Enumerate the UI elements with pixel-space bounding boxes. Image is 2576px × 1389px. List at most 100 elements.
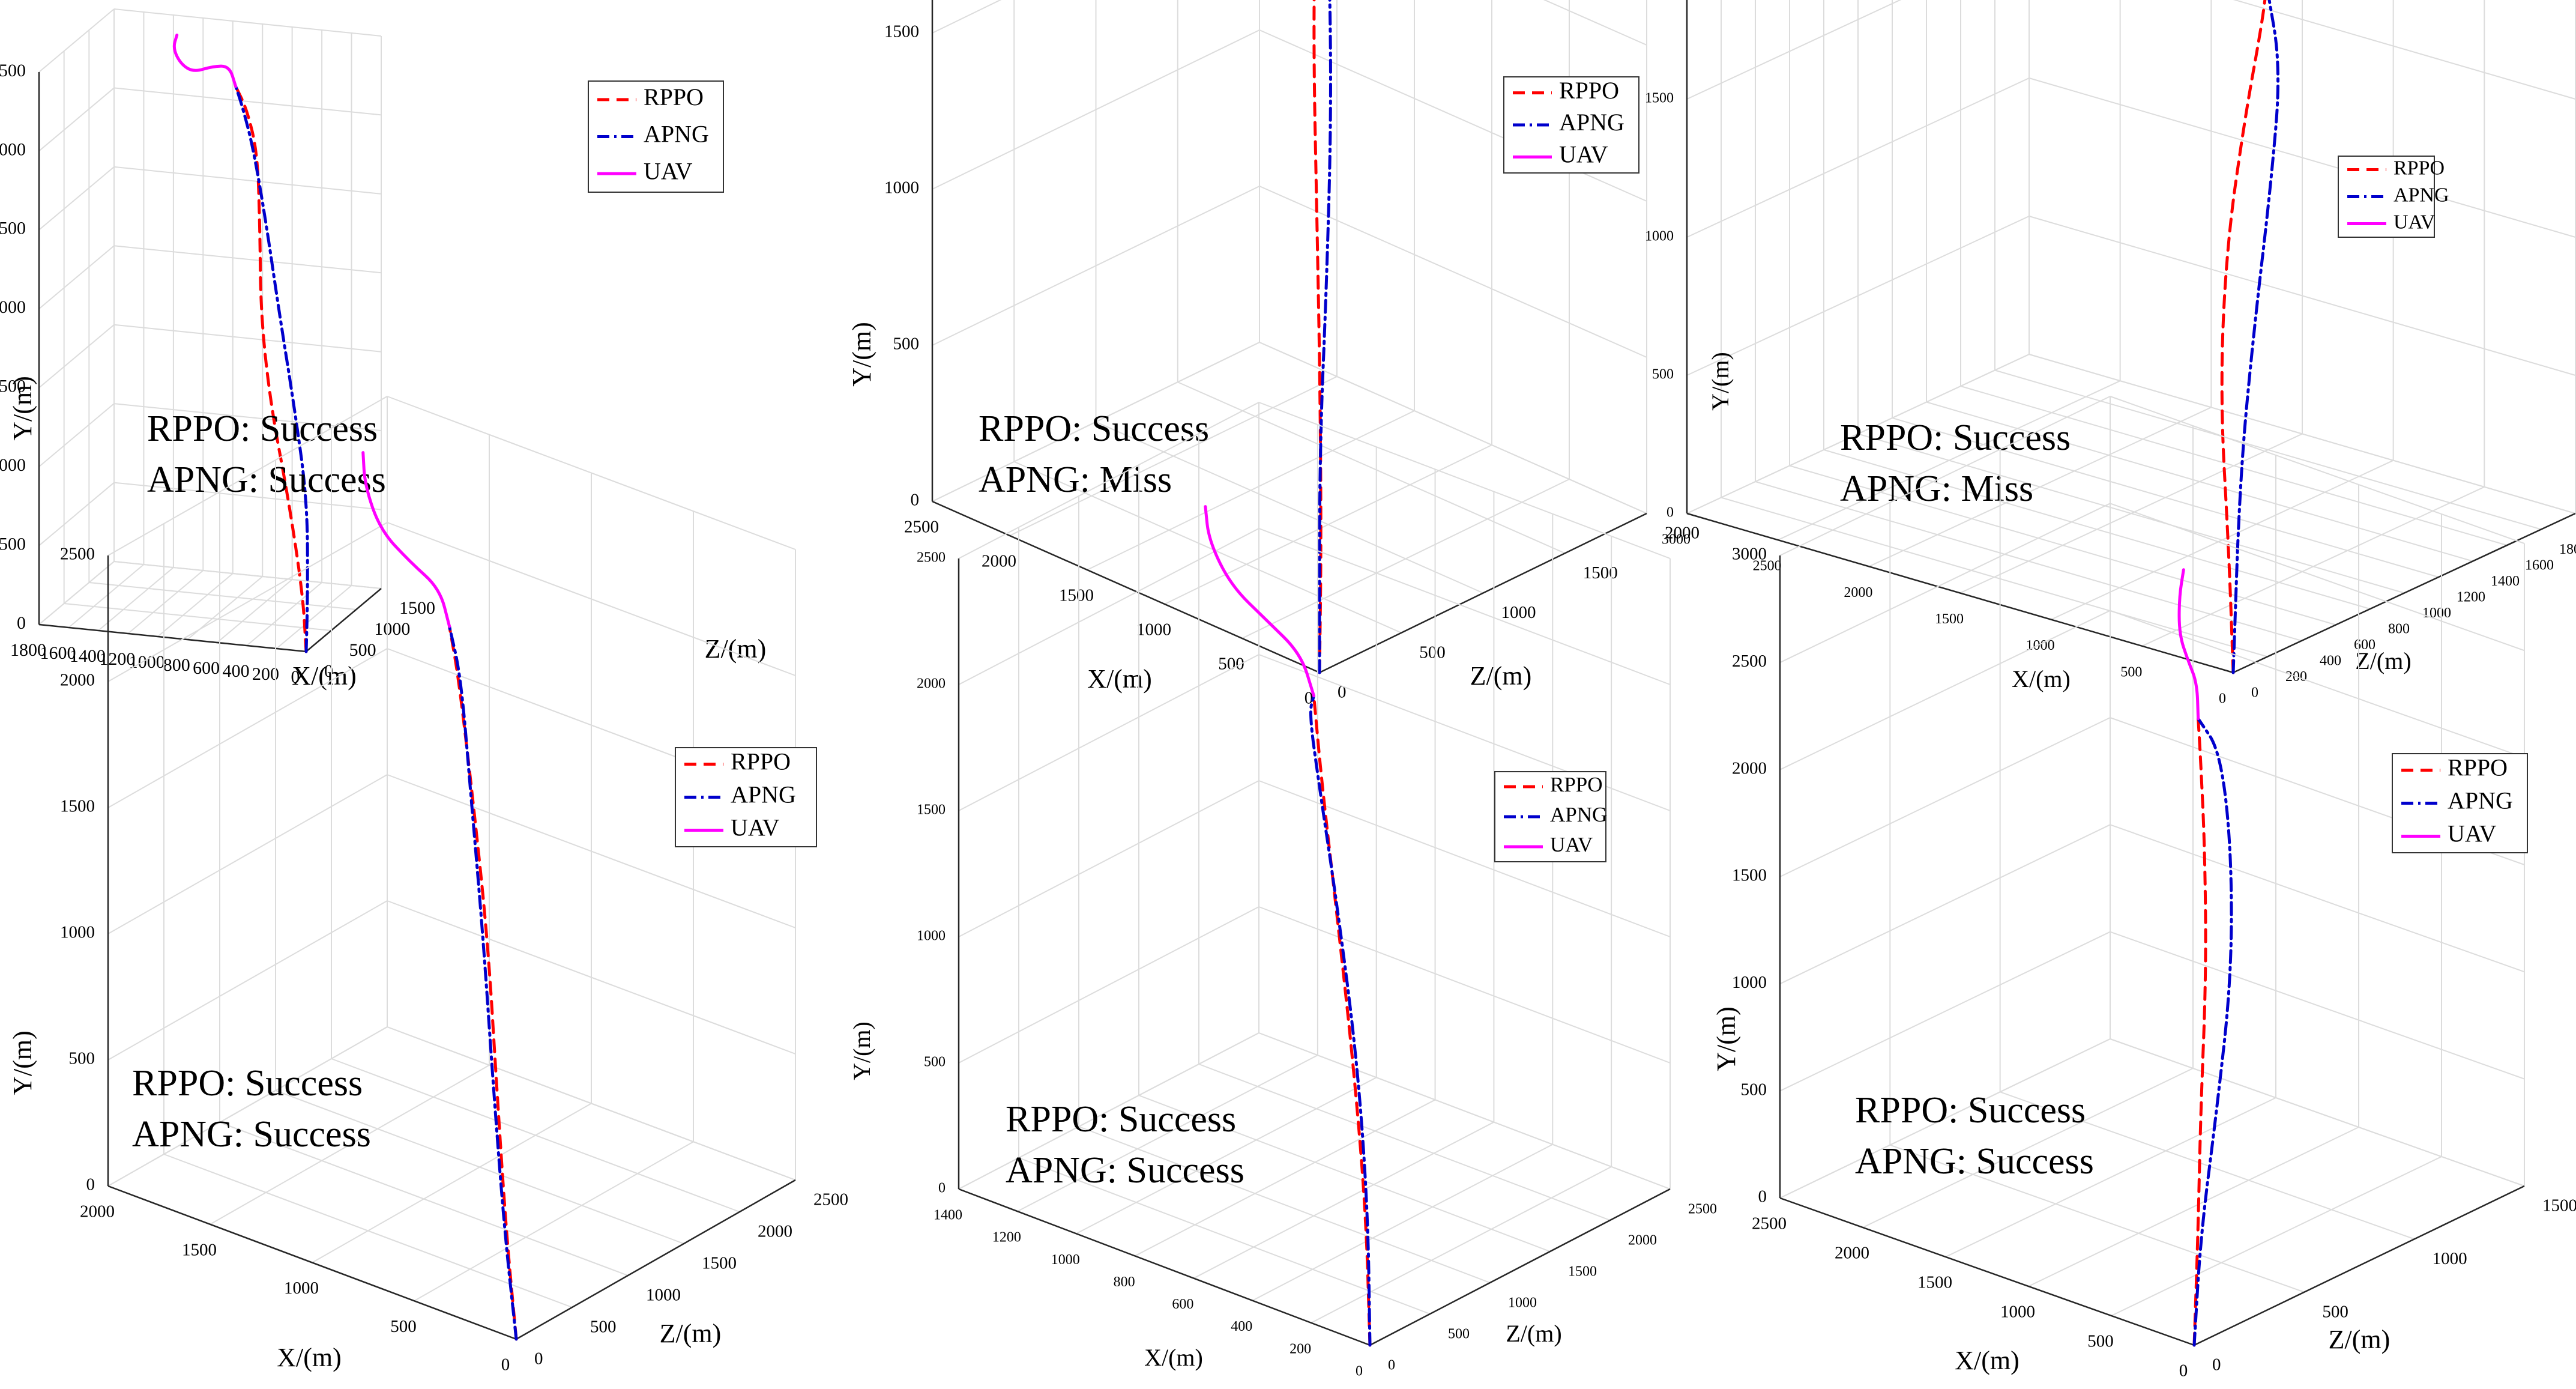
z-tick-label: 1500 bbox=[1568, 1264, 1597, 1280]
grid-line bbox=[932, 29, 1260, 190]
legend-label: UAV bbox=[1550, 833, 1593, 856]
series-apng-line bbox=[2192, 717, 2233, 1347]
legend-box bbox=[1503, 76, 1639, 174]
grid-line bbox=[1311, 1166, 1612, 1324]
z-tick-label: 1500 bbox=[2542, 1196, 2576, 1215]
grid-line bbox=[107, 900, 388, 1061]
chart-panel-bottom-left: 0500100015002000050010001500200025000500… bbox=[8, 396, 848, 1375]
chart-panel-bottom-middle: 0 200 400 600 800 1000 1200 1400 0 500 1000 1500 200… bbox=[848, 402, 1717, 1379]
x-tick-label: 0 bbox=[291, 667, 300, 687]
z-axis-line bbox=[2194, 1185, 2525, 1346]
x-tick-label: 1500 bbox=[1917, 1273, 1952, 1292]
grid-line bbox=[1013, 461, 1402, 634]
grid-line bbox=[1138, 1095, 1551, 1252]
grid-line bbox=[1779, 503, 2111, 664]
x-tick-label: 500 bbox=[2120, 664, 2142, 680]
y-tick-label: 2000 bbox=[1732, 758, 1767, 778]
legend-label: RPPO bbox=[644, 83, 704, 110]
grid-line bbox=[387, 522, 796, 676]
grid-line bbox=[1177, 381, 1566, 554]
z-tick-label: 2500 bbox=[1688, 1202, 1717, 1217]
y-tick-label: 500 bbox=[1741, 1080, 1767, 1099]
x-tick-label: 1500 bbox=[182, 1240, 217, 1259]
chart-panel-top-right: 0500100015002000250030000200400600800100… bbox=[1645, 0, 2576, 707]
grid-line bbox=[163, 1154, 573, 1308]
series-uav-line bbox=[172, 33, 238, 88]
grid-line bbox=[387, 900, 796, 1055]
x-tick-label: 1000 bbox=[2000, 1303, 2035, 1322]
x-tick-label: 800 bbox=[1114, 1274, 1135, 1290]
z-tick-label: 1400 bbox=[2491, 573, 2520, 589]
legend-label: UAV bbox=[2448, 820, 2497, 847]
result-annotation: APNG: Miss bbox=[979, 459, 1172, 500]
z-tick-label: 500 bbox=[2322, 1302, 2348, 1321]
y-axis-label: Y/(m) bbox=[1712, 1006, 1741, 1071]
y-axis-label: Y/(m) bbox=[848, 1021, 875, 1080]
series-rppo-line bbox=[1312, 694, 1372, 1347]
y-tick-label: 1500 bbox=[917, 802, 946, 818]
y-axis-label: Y/(m) bbox=[8, 376, 37, 441]
x-tick-label: 0 bbox=[2179, 1361, 2188, 1381]
x-tick-label: 400 bbox=[1231, 1319, 1252, 1334]
series-rppo-line bbox=[2192, 717, 2207, 1347]
grid-line bbox=[1258, 1032, 1671, 1190]
grid bbox=[38, 8, 382, 652]
series-rppo-line bbox=[2220, 0, 2267, 674]
x-tick-label: 500 bbox=[390, 1317, 417, 1336]
grid-line bbox=[1755, 481, 2302, 641]
grid-line bbox=[38, 245, 115, 310]
grid-line bbox=[113, 166, 382, 195]
result-annotation: RPPO: Success bbox=[147, 408, 378, 449]
series-apng-line bbox=[448, 625, 518, 1341]
grid-line bbox=[1686, 0, 1902, 100]
y-tick-label: 0 bbox=[911, 491, 920, 510]
grid-line bbox=[2110, 610, 2525, 758]
grid-line bbox=[219, 1122, 629, 1276]
y-tick-label: 1500 bbox=[60, 797, 95, 816]
y-tick-label: 3000 bbox=[1732, 545, 1767, 564]
grid-line bbox=[932, 186, 1260, 346]
z-tick-label: 1000 bbox=[374, 619, 410, 639]
x-tick-label: 0 bbox=[2219, 691, 2226, 707]
grid-line bbox=[107, 774, 388, 934]
grid-line bbox=[38, 166, 115, 231]
z-tick-label: 1200 bbox=[2457, 590, 2485, 605]
y-tick-label: 3000 bbox=[0, 139, 26, 159]
grid-line bbox=[1135, 1099, 1436, 1257]
grid-line bbox=[113, 482, 382, 510]
grid-line bbox=[68, 564, 145, 628]
x-tick-label: 2500 bbox=[904, 518, 939, 537]
grid-line bbox=[1018, 1157, 1431, 1315]
grid-line bbox=[1686, 216, 2030, 376]
z-tick-label: 1500 bbox=[1583, 563, 1618, 583]
grid-line bbox=[2110, 824, 2525, 973]
z-axis-label: Z/(m) bbox=[705, 634, 767, 664]
x-axis-line bbox=[958, 1188, 1371, 1346]
grid-line bbox=[38, 561, 115, 625]
z-axis-label: Z/(m) bbox=[2329, 1325, 2390, 1354]
grid-line bbox=[2110, 1038, 2525, 1187]
y-tick-label: 0 bbox=[17, 613, 26, 633]
z-axis-line bbox=[516, 1179, 796, 1340]
y-tick-label: 2000 bbox=[60, 671, 95, 690]
grid-line bbox=[38, 324, 115, 389]
y-tick-label: 500 bbox=[893, 334, 920, 354]
grid-line bbox=[1926, 401, 2473, 562]
grid-line bbox=[958, 654, 1259, 811]
x-tick-label: 1000 bbox=[1136, 620, 1171, 640]
z-axis-label: Z/(m) bbox=[2355, 647, 2411, 674]
z-tick-label: 1000 bbox=[1501, 603, 1536, 622]
grid-line bbox=[932, 342, 1260, 502]
grid-line bbox=[113, 403, 382, 432]
x-tick-label: 1600 bbox=[40, 643, 76, 663]
x-tick-label: 1000 bbox=[2026, 638, 2055, 653]
grid-line bbox=[1779, 931, 2111, 1092]
legend: RPPO APNG UAV bbox=[2338, 156, 2449, 238]
series-rppo-line bbox=[234, 85, 308, 653]
z-tick-label: 1000 bbox=[1508, 1295, 1537, 1311]
result-annotation: RPPO: Success bbox=[979, 408, 1209, 449]
legend-label: RPPO bbox=[1550, 773, 1603, 796]
y-tick-label: 2000 bbox=[0, 297, 26, 317]
legend-label: APNG bbox=[2394, 184, 2449, 206]
y-tick-label: 1500 bbox=[1645, 91, 1674, 106]
